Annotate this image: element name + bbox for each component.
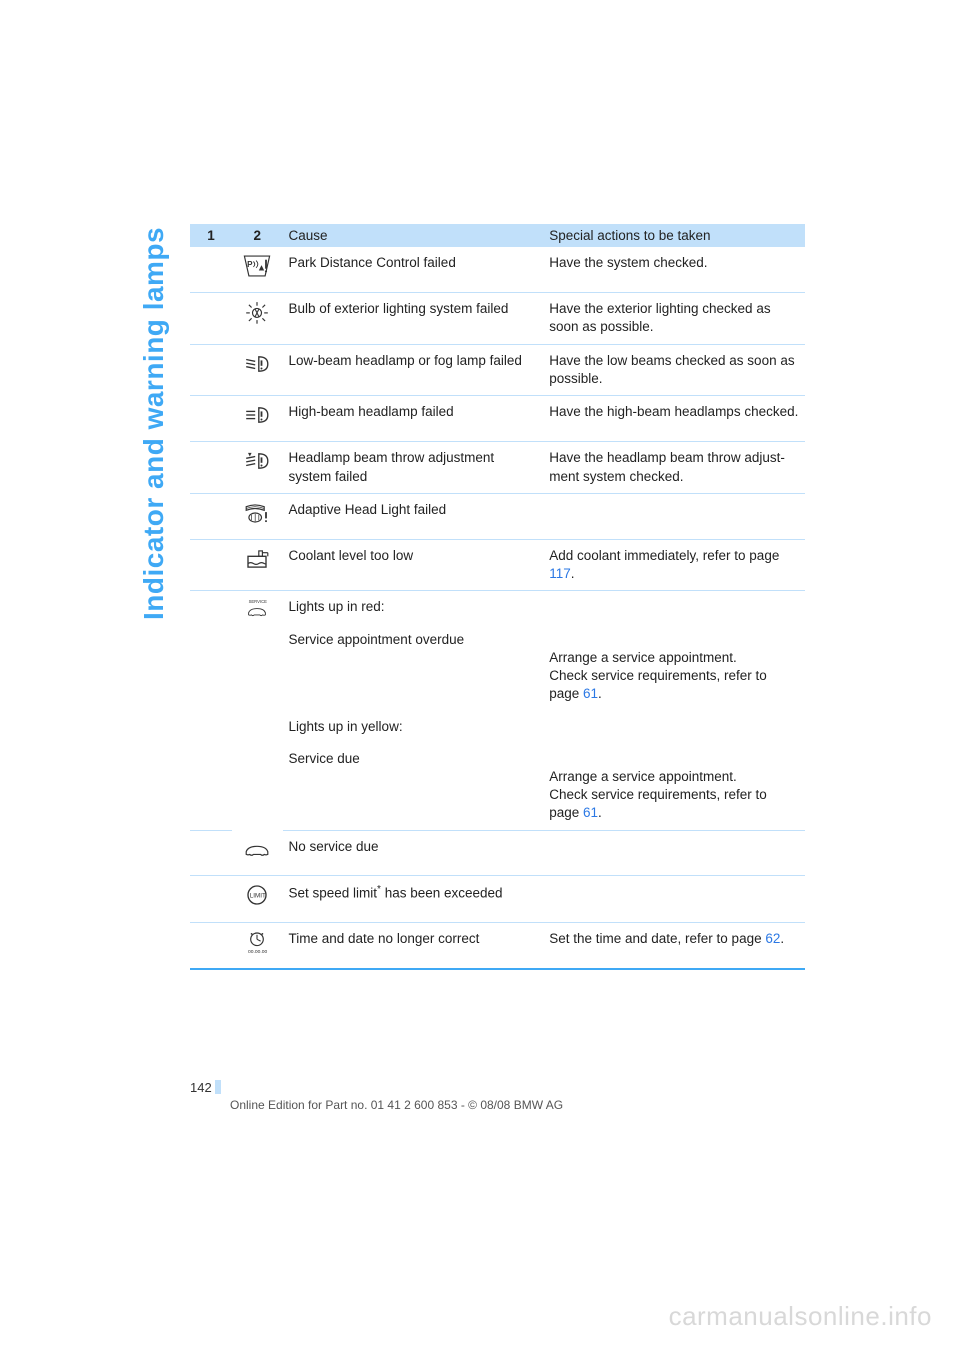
- cause-text: Service due: [283, 743, 544, 830]
- action-text: [543, 876, 805, 922]
- action-text: [543, 591, 805, 624]
- cause-text: Service appointment overdue: [283, 624, 544, 711]
- cause-text: No service due: [283, 830, 544, 876]
- cause-text: Lights up in red:: [283, 591, 544, 624]
- table-row: No service due: [190, 830, 805, 876]
- limit-icon: LIMIT: [232, 876, 282, 922]
- action-text: [543, 711, 805, 743]
- table-row: High-beam headlamp failed Have the high-…: [190, 396, 805, 442]
- table-row: Lights up in yellow:: [190, 711, 805, 743]
- table-row: Adaptive Head Light failed: [190, 493, 805, 539]
- action-text: [543, 493, 805, 539]
- page-link[interactable]: 61: [583, 805, 598, 820]
- sidebar-section-title: Indicator and warning lamps: [138, 227, 170, 620]
- table-row: Bulb of exterior lighting system failed …: [190, 293, 805, 344]
- action-text: Arrange a service appointment. Check ser…: [543, 624, 805, 711]
- page-link[interactable]: 62: [765, 931, 780, 946]
- svg-text:00.00.00: 00.00.00: [248, 948, 267, 954]
- table-row: LIMIT Set speed limit* has been exceeded: [190, 876, 805, 922]
- cause-text: Coolant level too low: [283, 539, 544, 590]
- pdc-icon: P: [232, 247, 282, 293]
- table-row: 00.00.00 Time and date no longer correct…: [190, 922, 805, 969]
- table-row: P Park Distance Control failed Have the …: [190, 247, 805, 293]
- header-col-1: 1: [190, 224, 232, 247]
- page-link[interactable]: 61: [583, 686, 598, 701]
- header-col-action: Special actions to be taken: [543, 224, 805, 247]
- cause-text: Low-beam headlamp or fog lamp failed: [283, 344, 544, 395]
- cause-text: Bulb of exterior lighting system failed: [283, 293, 544, 344]
- svg-text:P: P: [247, 260, 253, 269]
- table-row: Service due Arrange a service appointmen…: [190, 743, 805, 830]
- action-text: [543, 830, 805, 876]
- beam-throw-icon: [232, 442, 282, 493]
- coolant-icon: [232, 539, 282, 590]
- table-row: Low-beam headlamp or fog lamp failed Hav…: [190, 344, 805, 395]
- header-col-2: 2: [232, 224, 282, 247]
- highbeam-icon: [232, 396, 282, 442]
- cause-text: Set speed limit* has been exceeded: [283, 876, 544, 922]
- action-text: Have the low beams checked as soon as po…: [543, 344, 805, 395]
- action-text: Arrange a service appointment. Check ser…: [543, 743, 805, 830]
- cause-text: Park Distance Control failed: [283, 247, 544, 293]
- car-outline-icon: [232, 830, 282, 876]
- action-text: Have the headlamp beam throw adjust­ment…: [543, 442, 805, 493]
- service-icon: SERVICE: [232, 591, 282, 830]
- action-text: Have the exterior lighting checked as so…: [543, 293, 805, 344]
- page-number-bar-icon: [215, 1080, 221, 1094]
- page-number: 142: [190, 1080, 221, 1095]
- header-col-cause: Cause: [283, 224, 544, 247]
- table-header-row: 1 2 Cause Special actions to be taken: [190, 224, 805, 247]
- footer-text: Online Edition for Part no. 01 41 2 600 …: [230, 1098, 563, 1112]
- cause-text: Headlamp beam throw adjustment system fa…: [283, 442, 544, 493]
- warning-lamps-table: 1 2 Cause Special actions to be taken P …: [190, 224, 805, 970]
- lowbeam-icon: [232, 344, 282, 395]
- clock-icon: 00.00.00: [232, 922, 282, 969]
- action-text: Have the high-beam headlamps checked.: [543, 396, 805, 442]
- svg-text:SERVICE: SERVICE: [249, 599, 268, 604]
- action-text: Set the time and date, refer to page 62.: [543, 922, 805, 969]
- bulb-icon: [232, 293, 282, 344]
- watermark-text: carmanualsonline.info: [669, 1301, 932, 1332]
- cause-text: Adaptive Head Light failed: [283, 493, 544, 539]
- cause-text: High-beam headlamp failed: [283, 396, 544, 442]
- table-row: Headlamp beam throw adjustment system fa…: [190, 442, 805, 493]
- table-row: Service appointment overdue Arrange a se…: [190, 624, 805, 711]
- page-link[interactable]: 117: [549, 566, 571, 581]
- action-text: Have the system checked.: [543, 247, 805, 293]
- table-row: Coolant level too low Add coolant immedi…: [190, 539, 805, 590]
- adaptive-headlight-icon: [232, 493, 282, 539]
- table-row: SERVICE Lights up in red:: [190, 591, 805, 624]
- svg-text:LIMIT: LIMIT: [250, 893, 266, 900]
- action-text: Add coolant immediately, refer to page 1…: [543, 539, 805, 590]
- cause-text: Lights up in yellow:: [283, 711, 544, 743]
- cause-text: Time and date no longer correct: [283, 922, 544, 969]
